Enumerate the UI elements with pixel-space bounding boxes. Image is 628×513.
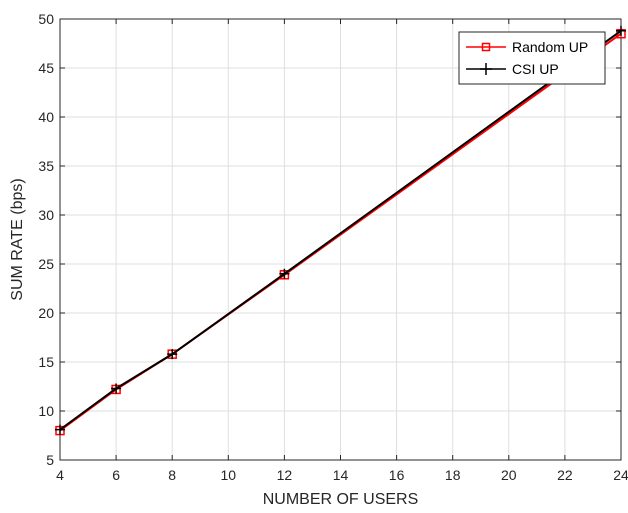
x-tick-label: 24 xyxy=(613,467,628,483)
x-tick-label: 12 xyxy=(277,467,293,483)
y-axis-ticks: 5 10 15 20 25 30 35 40 45 50 xyxy=(38,11,621,468)
legend-marker-random-up xyxy=(481,42,491,52)
x-tick-label: 16 xyxy=(389,467,405,483)
y-tick-label: 45 xyxy=(38,60,54,76)
y-tick-label: 20 xyxy=(38,305,54,321)
x-tick-label: 4 xyxy=(56,467,64,483)
data-point-csi-up xyxy=(616,25,626,36)
data-point-csi-up xyxy=(279,268,290,279)
y-tick-label: 15 xyxy=(38,354,54,370)
series-layer xyxy=(55,25,626,436)
y-axis-title: SUM RATE (bps) xyxy=(9,178,26,300)
legend-label-random-up: Random UP xyxy=(512,39,588,55)
data-point-csi-up xyxy=(55,424,65,435)
x-tick-label: 14 xyxy=(333,467,349,483)
y-tick-label: 40 xyxy=(38,109,54,125)
x-axis-ticks: 4 6 8 10 12 14 16 18 20 22 24 xyxy=(56,19,628,483)
y-tick-label: 35 xyxy=(38,158,54,174)
y-tick-label: 25 xyxy=(38,256,54,272)
x-tick-label: 18 xyxy=(445,467,461,483)
y-tick-label: 30 xyxy=(38,207,54,223)
data-point-csi-up xyxy=(167,349,178,360)
y-tick-label: 5 xyxy=(46,452,54,468)
legend-box xyxy=(458,31,606,85)
y-tick-label: 10 xyxy=(38,403,54,419)
legend: Random UP CSI UP xyxy=(458,31,606,85)
series-csi-up xyxy=(55,25,626,435)
y-tick-label: 50 xyxy=(38,11,54,27)
x-axis-title: NUMBER OF USERS xyxy=(263,491,419,508)
legend-marker-csi-up xyxy=(480,63,492,75)
x-tick-label: 22 xyxy=(557,467,573,483)
legend-label-csi-up: CSI UP xyxy=(512,61,559,77)
x-tick-label: 10 xyxy=(221,467,237,483)
data-point-csi-up xyxy=(111,383,122,394)
x-tick-label: 8 xyxy=(168,467,176,483)
x-tick-label: 20 xyxy=(501,467,517,483)
x-tick-label: 6 xyxy=(112,467,120,483)
